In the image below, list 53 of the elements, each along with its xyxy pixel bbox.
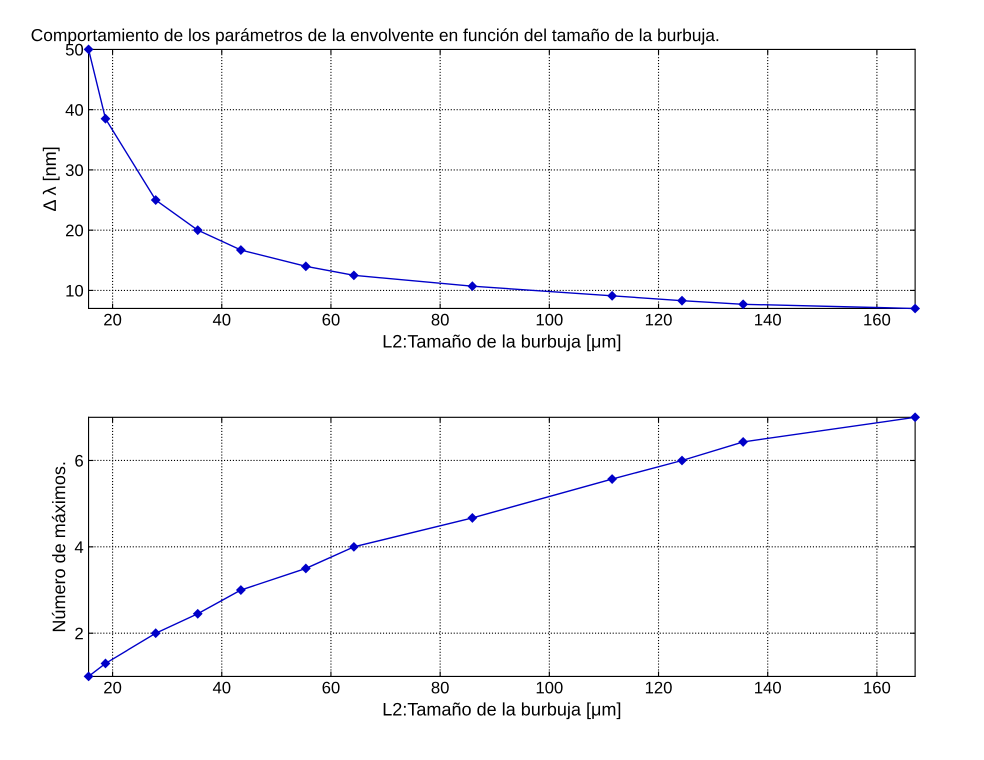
point bbox=[151, 195, 160, 205]
x-tick-label: 40 bbox=[212, 314, 230, 326]
y-tick-label: 30 bbox=[66, 164, 84, 176]
point bbox=[349, 542, 359, 552]
y-tick-label: 6 bbox=[75, 454, 83, 467]
point bbox=[236, 585, 246, 595]
point bbox=[607, 291, 617, 300]
point bbox=[193, 226, 202, 235]
x-tick-label: 120 bbox=[646, 314, 672, 326]
x-tick-label: 60 bbox=[322, 682, 340, 694]
x-axis-title: L2:Tamaño de la burbuja [μm] bbox=[384, 702, 620, 720]
x-tick-label: 40 bbox=[212, 682, 230, 694]
point bbox=[301, 564, 310, 574]
x-tick-label: 160 bbox=[864, 314, 890, 326]
x-tick-label: 140 bbox=[755, 682, 781, 694]
point bbox=[236, 245, 246, 255]
y-tick-label: 2 bbox=[75, 628, 83, 640]
point bbox=[910, 412, 920, 422]
chart-title: Comportamiento de los parámetros de la envolvente en función del tamaño de la burbuja. bbox=[32, 28, 718, 45]
x-tick-label: 80 bbox=[432, 314, 449, 326]
y-tick-label: 50 bbox=[66, 44, 84, 56]
x-tick-label: 120 bbox=[646, 682, 672, 694]
point bbox=[193, 609, 202, 618]
x-tick-label: 100 bbox=[536, 682, 563, 694]
point bbox=[301, 262, 310, 271]
x-tick-label: 80 bbox=[432, 682, 449, 694]
point bbox=[349, 270, 359, 280]
x-tick-label: 20 bbox=[104, 314, 122, 326]
point bbox=[607, 474, 617, 484]
y-tick-label: 20 bbox=[66, 224, 84, 236]
y-tick-label: 40 bbox=[66, 104, 84, 116]
point bbox=[677, 456, 687, 466]
x-tick-label: 60 bbox=[322, 314, 340, 326]
point bbox=[100, 658, 110, 668]
x-axis-title: L2:Tamaño de la burbuja [μm] bbox=[384, 334, 620, 352]
point bbox=[84, 44, 94, 54]
point bbox=[468, 282, 477, 291]
point bbox=[910, 304, 920, 314]
point bbox=[100, 114, 110, 124]
y-tick-label: 10 bbox=[66, 284, 84, 297]
y-axis-title: Número de máximos. bbox=[52, 462, 66, 632]
point bbox=[677, 296, 687, 306]
x-tick-label: 20 bbox=[104, 682, 122, 694]
point bbox=[738, 300, 748, 309]
y-tick-label: 4 bbox=[74, 541, 84, 553]
x-tick-label: 100 bbox=[536, 314, 563, 326]
x-tick-label: 140 bbox=[755, 314, 781, 326]
point bbox=[151, 628, 160, 638]
point bbox=[84, 672, 94, 682]
x-tick-label: 160 bbox=[864, 682, 890, 694]
y-axis-title: Δ λ [nm] bbox=[42, 148, 60, 212]
point bbox=[738, 437, 748, 447]
point bbox=[468, 513, 477, 523]
